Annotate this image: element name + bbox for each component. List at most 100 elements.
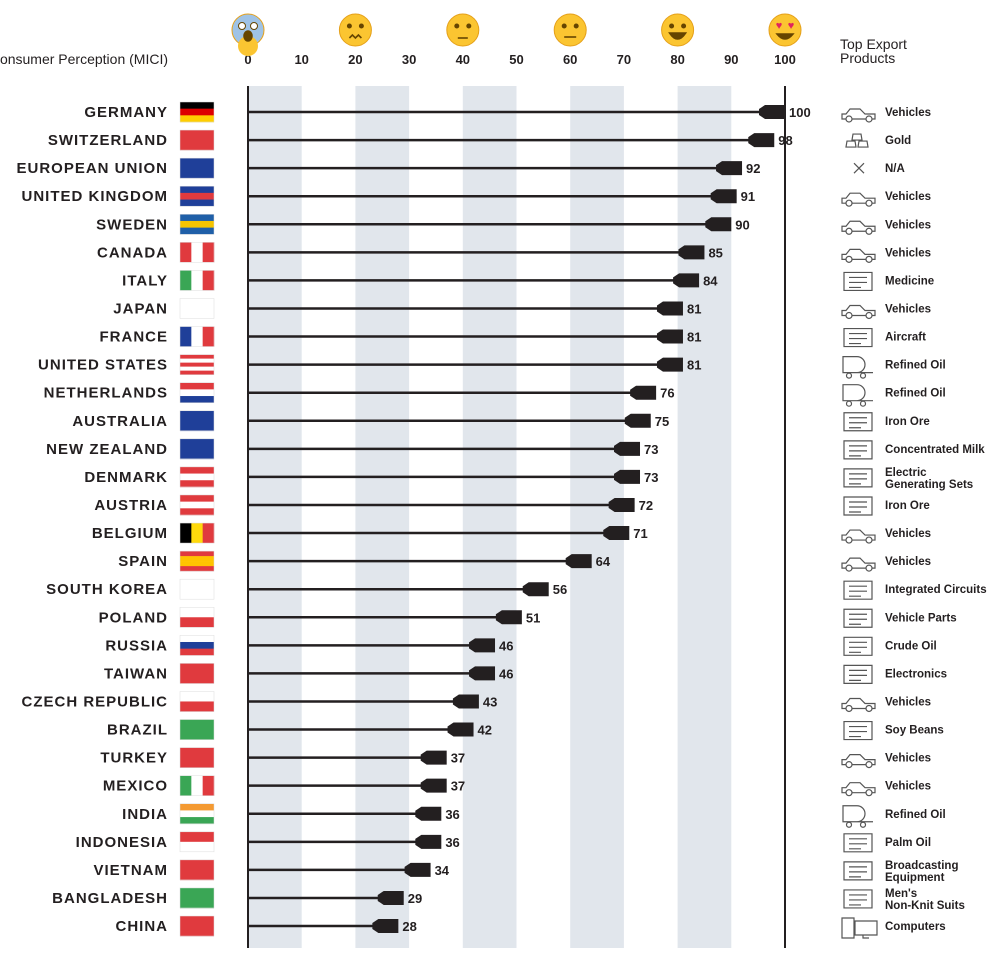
product-label: Electronics: [885, 668, 947, 680]
emoji-eye: [238, 22, 246, 30]
flag-border: [179, 635, 215, 656]
chart-row: [179, 298, 215, 319]
flag-stripe: [180, 227, 214, 235]
flag-stripe: [180, 859, 214, 881]
bar-marker: [630, 385, 657, 400]
bar-marker: [678, 245, 705, 260]
flag-stripe: [180, 551, 214, 557]
flag-stripe: [202, 242, 215, 263]
flag-stripe: [180, 719, 214, 740]
emoji-eye: [454, 23, 460, 29]
flag-icon: [179, 607, 215, 628]
product-label: Palm Oil: [885, 837, 931, 849]
product-label: Aircraft: [885, 332, 926, 344]
palm-oil-icon: [843, 833, 873, 853]
icon-stroke: [841, 248, 876, 260]
icon-stroke: [841, 557, 876, 569]
flag-stripe: [180, 438, 214, 460]
flag-icon: [179, 354, 215, 375]
flag-stripe: [180, 803, 214, 811]
value-label: 34: [435, 863, 450, 878]
bar-marker: [522, 582, 549, 597]
emoji-eye: [573, 23, 579, 29]
icon-stroke: [843, 833, 873, 853]
emoji-face: [553, 13, 587, 47]
product-label: Men's Non-Knit Suits: [885, 888, 965, 912]
country-label: UNITED STATES: [38, 357, 168, 374]
value-label: 91: [741, 189, 755, 204]
car-icon: [841, 108, 876, 123]
country-label: POLAND: [99, 609, 168, 626]
flag-stripe: [180, 916, 214, 937]
flag-icon: [179, 550, 215, 572]
flag-border: [179, 607, 215, 628]
icon-stroke: [843, 440, 873, 460]
flag-icon: [179, 803, 215, 825]
flag-stripe: [180, 270, 192, 291]
neutral-emoji-icon: [553, 13, 587, 47]
emoji-eye: [358, 23, 364, 29]
bar-marker: [452, 694, 479, 709]
bar-marker: [420, 750, 447, 765]
chart-row: [179, 747, 215, 768]
flag-icon: [179, 214, 215, 235]
shaded-band: [355, 86, 410, 948]
product-label-line: Broadcasting: [885, 860, 959, 872]
chart-row: [179, 550, 215, 572]
bar-marker: [656, 329, 683, 344]
icon-stroke: [842, 805, 873, 823]
milk-icon: [843, 440, 873, 460]
wheel: [845, 400, 853, 407]
flag-border: [179, 410, 215, 432]
wheel: [845, 821, 853, 828]
flag-stripe: [191, 775, 203, 796]
flag-stripe: [180, 370, 214, 375]
flag-border: [179, 494, 215, 516]
wheel: [845, 704, 853, 713]
flag-stripe: [180, 354, 214, 359]
value-label: 56: [553, 582, 567, 597]
right-header-line: Products: [840, 50, 895, 66]
flag-stripe: [180, 747, 214, 768]
flag-stripe: [180, 214, 214, 222]
country-label: BELGIUM: [92, 525, 168, 542]
flag-border: [179, 663, 215, 684]
flag-icon: [179, 578, 215, 600]
bar-marker: [656, 357, 683, 372]
icon-stroke: [843, 636, 873, 656]
country-label: BRAZIL: [107, 722, 168, 739]
country-label: AUSTRALIA: [72, 413, 168, 430]
icon-stroke: [841, 697, 876, 710]
value-label: 73: [644, 470, 658, 485]
flag-icon: [179, 663, 215, 684]
flag-stripe: [191, 242, 203, 263]
car-icon: [841, 782, 876, 797]
value-label: 37: [451, 779, 465, 794]
flag-stripe: [180, 480, 214, 488]
bar-marker: [447, 722, 474, 737]
flag-stripe: [191, 523, 203, 544]
wheel: [865, 227, 873, 235]
flag-stripe: [180, 108, 214, 116]
x-tick-label: 40: [456, 52, 470, 67]
x-tick-label: 60: [563, 52, 577, 67]
value-label: 76: [660, 386, 674, 401]
country-label: TURKEY: [100, 750, 168, 767]
car-icon: [841, 248, 876, 263]
icon-stroke: [841, 782, 876, 794]
country-label: AUSTRIA: [94, 497, 168, 514]
wheel: [865, 115, 873, 123]
flag-icon: [179, 242, 215, 263]
bar-marker: [656, 301, 683, 316]
product-label: N/A: [885, 163, 905, 175]
flag-stripe: [202, 326, 215, 347]
product-label: Vehicles: [885, 107, 931, 119]
flag-icon: [179, 775, 215, 796]
country-label: ITALY: [122, 272, 168, 289]
value-label: 36: [445, 835, 459, 850]
flag-stripe: [180, 641, 214, 649]
emoji-mouth: [243, 30, 253, 42]
flag-icon: [179, 298, 215, 319]
flag-icon: [179, 494, 215, 516]
